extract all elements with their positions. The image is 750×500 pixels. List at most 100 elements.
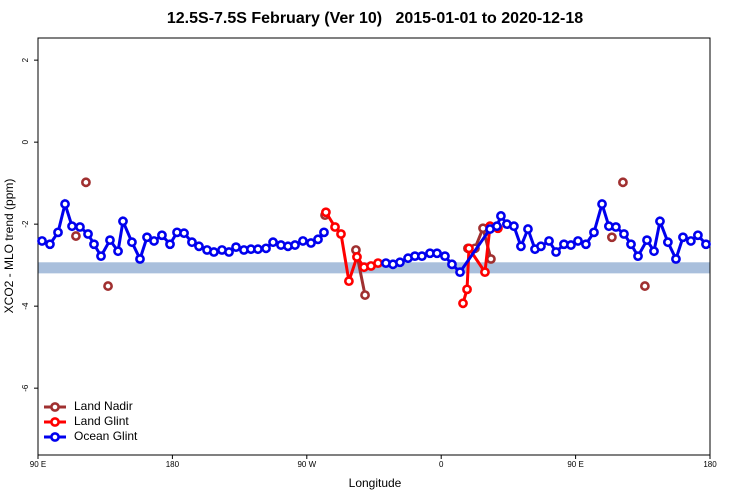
series-marker <box>417 251 427 262</box>
series-marker <box>261 243 271 254</box>
series-marker <box>135 254 145 264</box>
series-marker <box>606 232 617 243</box>
series-marker <box>395 257 405 268</box>
series-marker <box>566 240 576 250</box>
x-tick-label: 180 <box>703 460 717 469</box>
series-marker <box>298 236 308 246</box>
series-marker <box>187 237 197 248</box>
series-marker <box>685 236 696 246</box>
series-marker <box>81 177 91 188</box>
series-marker <box>37 236 47 246</box>
series-marker <box>336 229 346 239</box>
series-marker <box>432 248 442 259</box>
series-marker <box>639 281 650 291</box>
y-tick-label: -4 <box>21 302 30 310</box>
x-tick-label: 0 <box>439 460 444 469</box>
series-marker <box>149 236 159 246</box>
legend-label: Ocean Glint <box>74 429 138 443</box>
series-marker <box>127 237 137 248</box>
series-marker <box>352 252 362 262</box>
x-tick-label: 180 <box>166 460 180 469</box>
legend-marker <box>50 417 60 427</box>
series-marker <box>693 230 703 241</box>
series-marker <box>458 298 468 309</box>
series-marker <box>165 239 175 250</box>
series-marker <box>89 239 99 250</box>
series-marker <box>253 244 263 255</box>
series-marker <box>344 276 354 287</box>
series-marker <box>313 234 323 245</box>
series-marker <box>509 221 519 232</box>
series-marker <box>633 251 643 262</box>
series-marker <box>611 222 621 232</box>
series-marker <box>496 211 506 221</box>
series-marker <box>516 241 526 252</box>
series-marker <box>678 232 688 243</box>
series-marker <box>268 237 278 248</box>
series-marker <box>319 227 329 238</box>
y-tick-label: -2 <box>21 220 30 228</box>
series-marker <box>655 216 665 227</box>
series-marker <box>536 241 546 252</box>
x-tick-label: 90 W <box>297 460 316 469</box>
series-marker <box>544 236 554 246</box>
series-marker <box>440 251 450 262</box>
series-marker <box>671 254 681 264</box>
series-marker <box>455 267 465 278</box>
series-marker <box>701 239 711 250</box>
y-tick-label: -6 <box>21 384 30 392</box>
series-marker <box>642 235 652 246</box>
series-marker <box>523 224 533 234</box>
x-axis-label: Longitude <box>349 476 402 490</box>
series-marker <box>360 290 370 300</box>
series-marker <box>330 222 340 232</box>
series-marker <box>492 221 502 232</box>
series-marker <box>118 216 128 227</box>
series-marker <box>290 240 300 250</box>
series-marker <box>618 177 628 188</box>
series-marker <box>113 246 123 257</box>
series-marker <box>75 222 85 232</box>
series-marker <box>83 229 93 239</box>
series-marker <box>589 227 599 238</box>
series-marker <box>231 242 241 253</box>
y-tick-label: 0 <box>21 139 30 144</box>
series-marker <box>194 241 204 252</box>
series-marker <box>224 247 234 257</box>
legend-marker <box>50 432 60 442</box>
series-marker <box>573 236 583 246</box>
series-marker <box>662 237 673 248</box>
series-marker <box>480 267 490 278</box>
legend-label: Land Glint <box>74 414 129 428</box>
series-marker <box>179 228 189 239</box>
series-marker <box>464 243 474 254</box>
chart-title: 12.5S-7.5S February (Ver 10) 2015-01-01 … <box>167 10 583 27</box>
series-marker <box>462 284 472 295</box>
series-marker <box>447 259 457 270</box>
series-marker <box>486 254 496 264</box>
series-marker <box>551 247 561 257</box>
x-tick-label: 90 E <box>567 460 583 469</box>
legend-marker <box>50 402 60 412</box>
series-marker <box>45 239 55 250</box>
y-tick-label: 2 <box>21 57 30 62</box>
series-marker <box>619 229 629 239</box>
series-marker <box>60 199 70 209</box>
series-marker <box>157 230 167 241</box>
legend-label: Land Nadir <box>74 399 133 413</box>
series-marker <box>373 258 383 269</box>
series-marker <box>597 199 607 209</box>
series-marker <box>96 251 106 262</box>
series-marker <box>306 238 316 248</box>
series-marker <box>649 246 659 257</box>
y-axis-label: XCO2 - MLO trend (ppm) <box>2 179 16 314</box>
series-marker <box>321 207 331 218</box>
x-tick-label: 90 E <box>30 460 46 469</box>
series-marker <box>581 239 591 250</box>
series-marker <box>105 235 115 246</box>
series-marker <box>209 247 219 257</box>
plot-frame <box>37 37 711 456</box>
series-marker <box>71 231 81 241</box>
series-marker <box>67 221 77 232</box>
